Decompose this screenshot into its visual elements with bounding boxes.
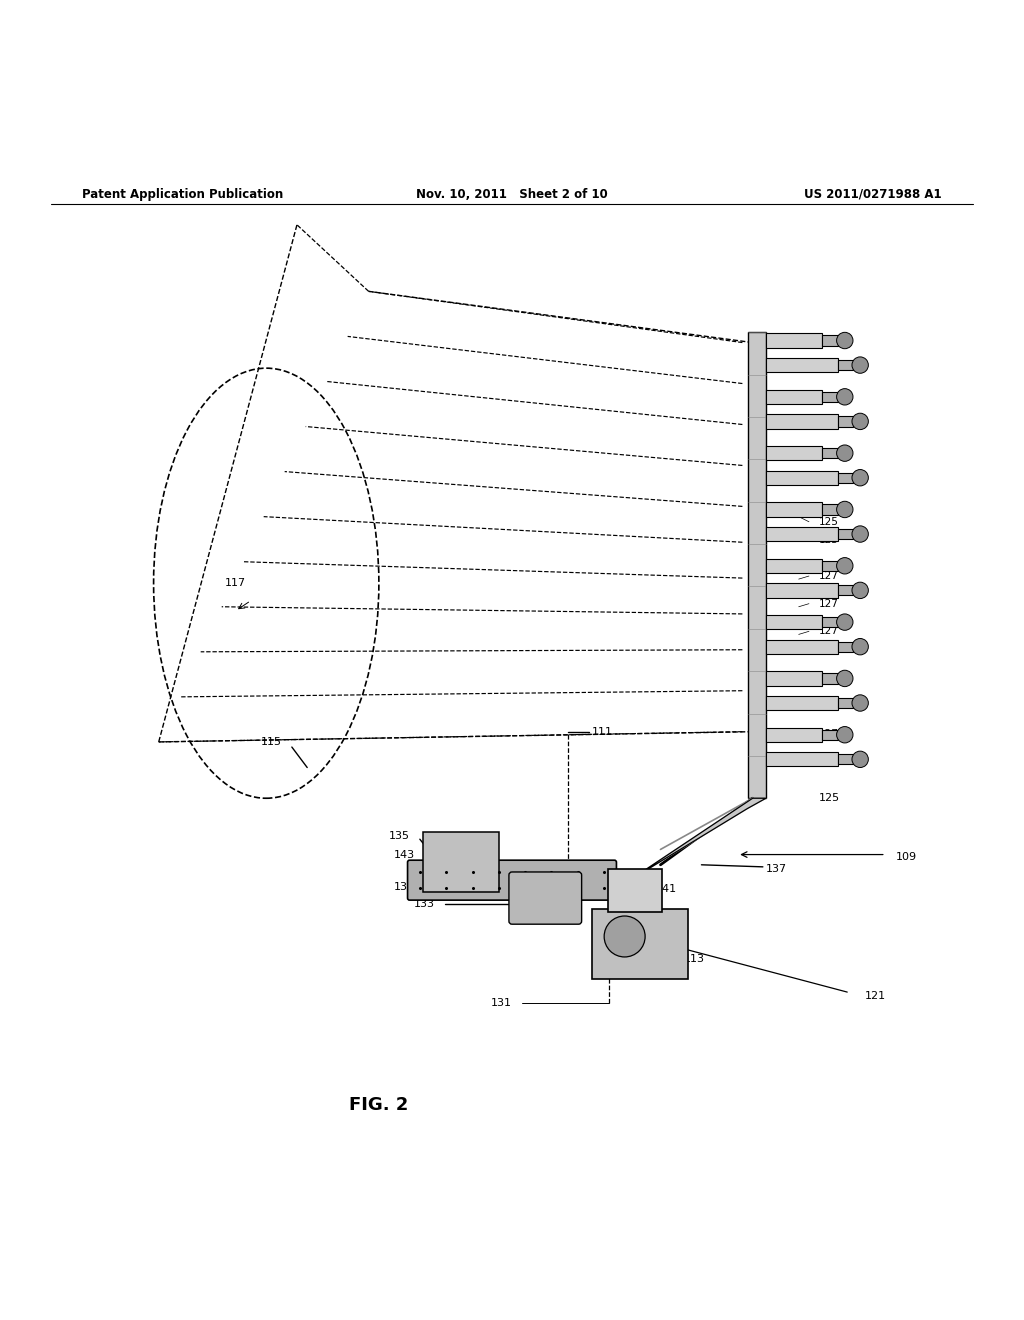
Bar [838, 360, 853, 370]
Text: US 2011/0271988 A1: US 2011/0271988 A1 [805, 187, 942, 201]
Text: 137: 137 [766, 863, 787, 874]
Circle shape [852, 525, 868, 543]
Circle shape [837, 557, 853, 574]
Bar [766, 470, 838, 484]
Bar [822, 335, 838, 346]
Bar [766, 583, 838, 598]
FancyBboxPatch shape [423, 832, 499, 892]
Text: 131: 131 [490, 998, 512, 1008]
Bar [766, 615, 822, 630]
Text: 127: 127 [819, 358, 839, 368]
Circle shape [837, 671, 853, 686]
Circle shape [852, 413, 868, 429]
Circle shape [852, 694, 868, 711]
Text: 127: 127 [819, 626, 839, 636]
Text: 143: 143 [393, 850, 415, 859]
Circle shape [852, 356, 868, 374]
Bar [838, 529, 853, 539]
Circle shape [837, 502, 853, 517]
Circle shape [852, 470, 868, 486]
Text: Patent Application Publication: Patent Application Publication [82, 187, 284, 201]
Bar [766, 527, 838, 541]
Text: 135: 135 [388, 832, 410, 841]
Text: 125: 125 [819, 535, 839, 545]
Text: 125: 125 [819, 516, 839, 527]
FancyBboxPatch shape [408, 861, 616, 900]
Circle shape [852, 639, 868, 655]
Text: 109: 109 [896, 851, 918, 862]
Bar [766, 752, 838, 767]
Text: 125: 125 [819, 754, 839, 764]
Text: 121: 121 [865, 991, 887, 1001]
Text: 127: 127 [819, 599, 839, 609]
Text: 127: 127 [819, 572, 839, 581]
Circle shape [837, 614, 853, 631]
Bar [822, 392, 838, 403]
Bar [838, 642, 853, 652]
Text: 125: 125 [819, 698, 839, 708]
Bar [838, 754, 853, 764]
Text: 127: 127 [819, 676, 839, 685]
FancyBboxPatch shape [592, 909, 688, 979]
Bar [822, 673, 838, 684]
Circle shape [837, 726, 853, 743]
Circle shape [837, 333, 853, 348]
Bar [766, 446, 822, 461]
Bar [822, 561, 838, 572]
Text: 127: 127 [819, 729, 839, 739]
Text: 133: 133 [414, 899, 435, 908]
FancyBboxPatch shape [509, 873, 582, 924]
Circle shape [604, 916, 645, 957]
Bar [748, 333, 766, 799]
Text: 141: 141 [655, 884, 677, 895]
Text: 125: 125 [819, 585, 839, 595]
Text: 113: 113 [684, 954, 706, 964]
Bar [766, 727, 822, 742]
Text: 111: 111 [592, 727, 613, 737]
Text: FIG. 2: FIG. 2 [349, 1097, 409, 1114]
Bar [766, 503, 822, 516]
Circle shape [852, 751, 868, 767]
Bar [838, 416, 853, 426]
Circle shape [837, 445, 853, 462]
Bar [766, 558, 822, 573]
Circle shape [837, 388, 853, 405]
Polygon shape [635, 799, 766, 876]
Bar [766, 414, 838, 429]
Bar [822, 504, 838, 515]
Bar [838, 585, 853, 595]
Bar [838, 698, 853, 708]
Bar [838, 473, 853, 483]
Text: 117: 117 [225, 578, 247, 589]
Text: Nov. 10, 2011   Sheet 2 of 10: Nov. 10, 2011 Sheet 2 of 10 [416, 187, 608, 201]
Text: 123: 123 [822, 643, 844, 652]
Bar [766, 639, 838, 653]
Bar [822, 616, 838, 627]
Circle shape [852, 582, 868, 598]
Bar [822, 447, 838, 458]
Bar [766, 389, 822, 404]
Text: 115: 115 [260, 737, 282, 747]
Text: 139: 139 [393, 882, 415, 892]
Bar [766, 334, 822, 347]
Bar [766, 696, 838, 710]
Bar [766, 672, 822, 685]
Bar [766, 358, 838, 372]
Text: 125: 125 [819, 793, 841, 804]
Bar [822, 730, 838, 741]
FancyBboxPatch shape [608, 869, 662, 912]
